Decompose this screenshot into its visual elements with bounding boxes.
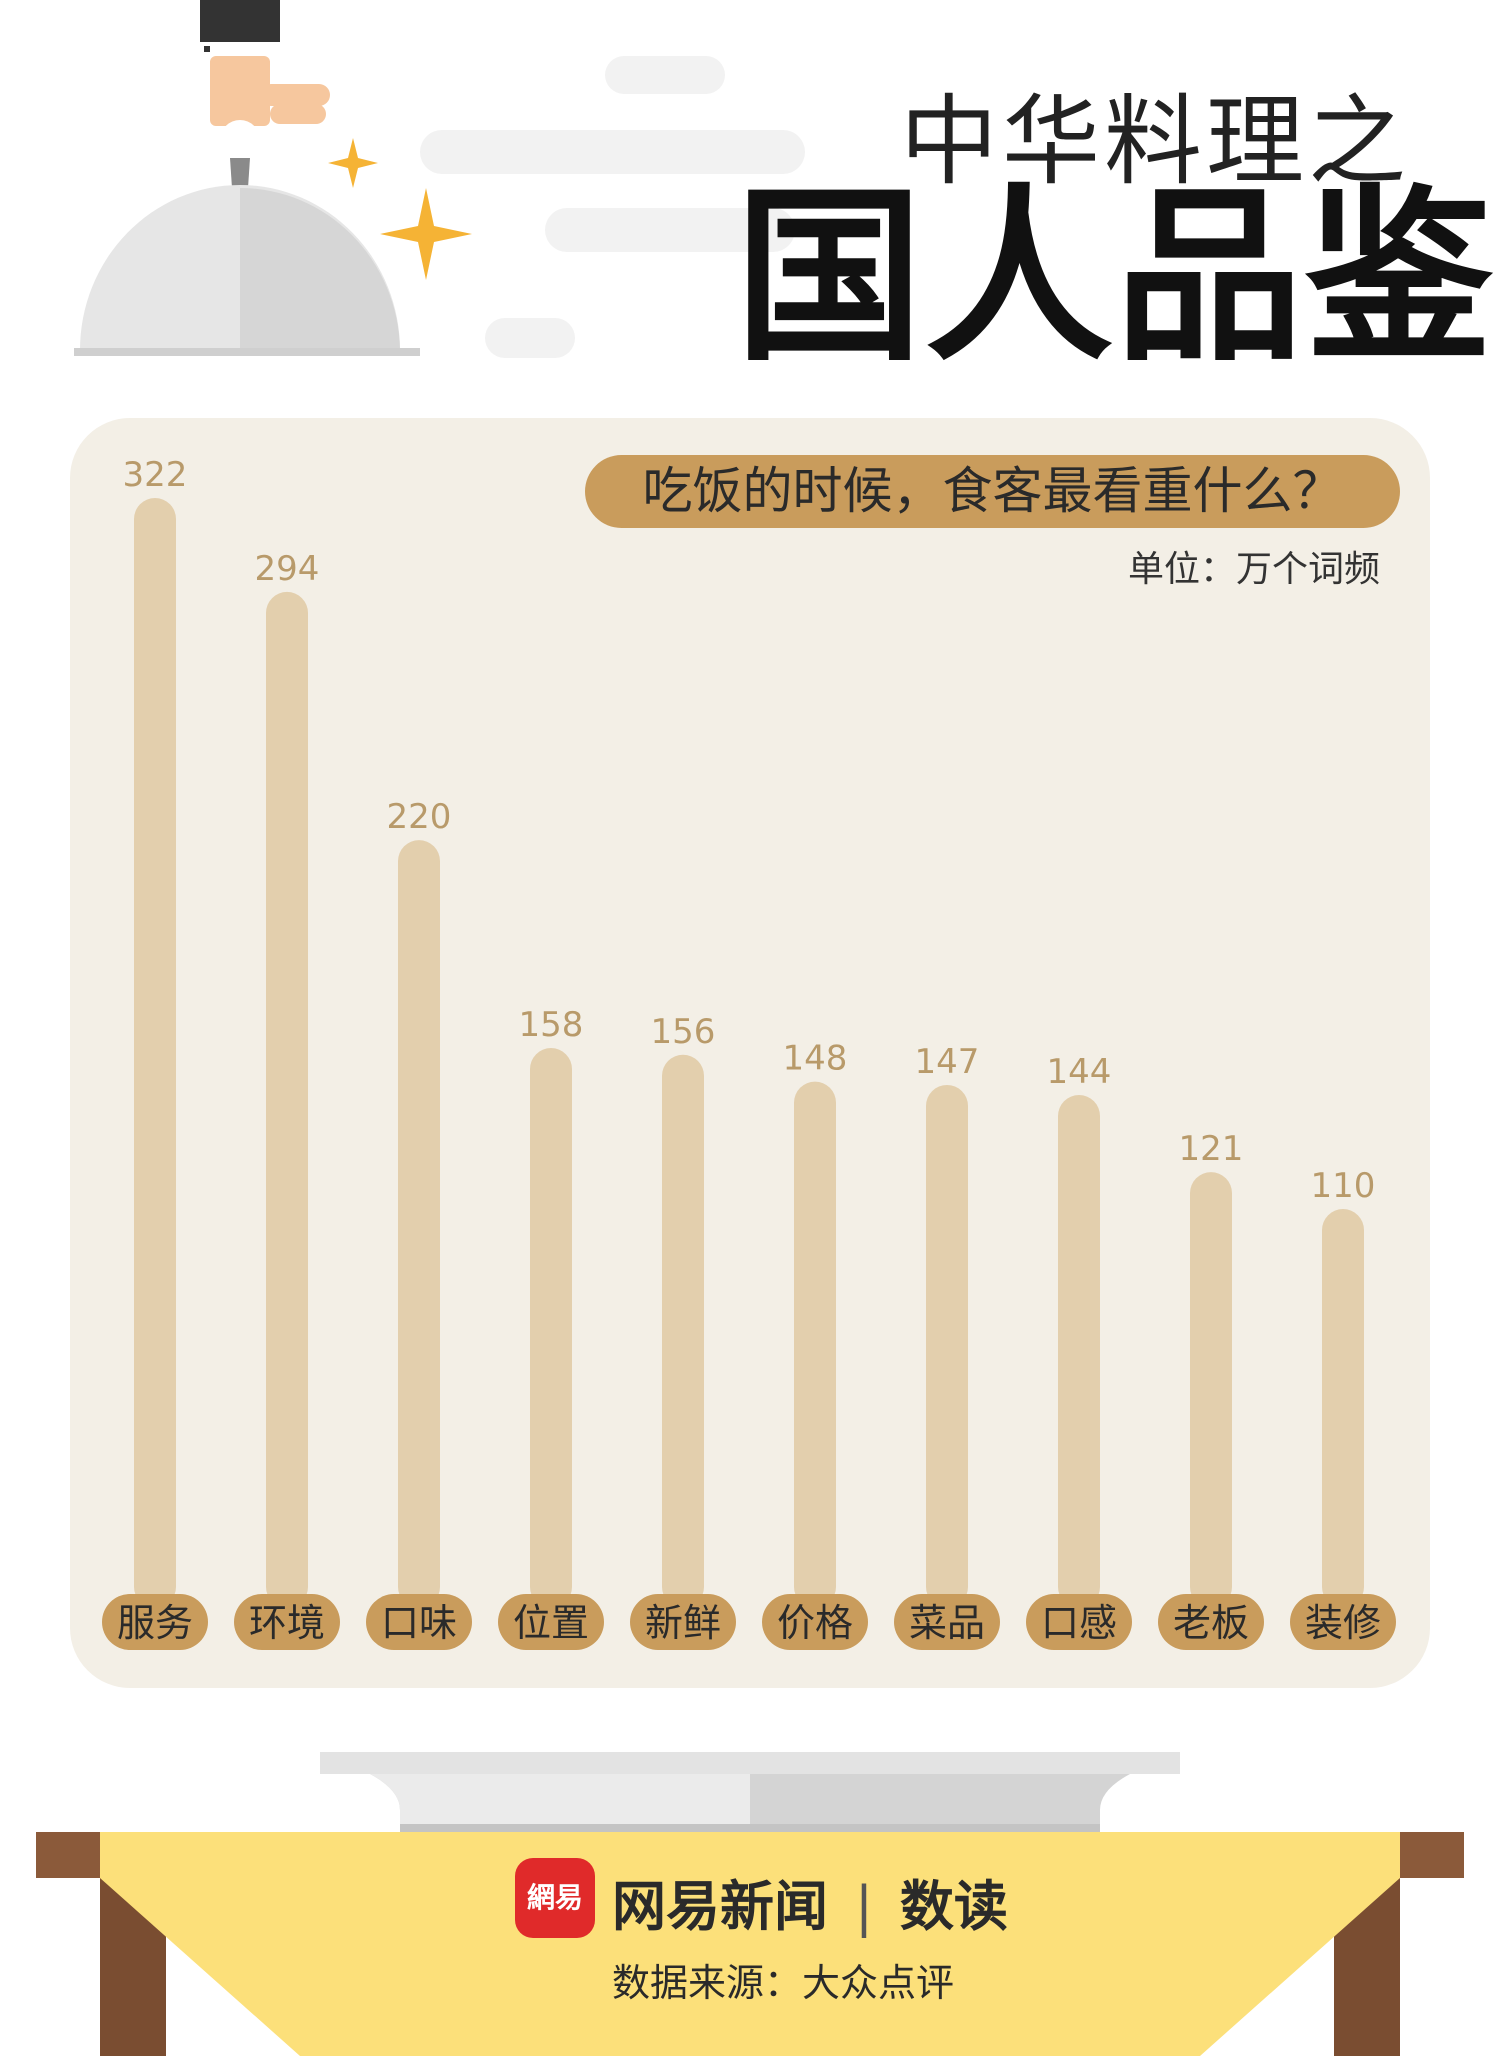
- category-label: 菜品: [909, 1601, 985, 1645]
- logo-text: 網易: [526, 1881, 583, 1914]
- brand-separator: |: [854, 1875, 874, 1938]
- sleeve-icon: [200, 0, 280, 42]
- bar-value-label: 158: [519, 1005, 584, 1045]
- bar: [398, 840, 440, 1608]
- category-pill: [1290, 1594, 1396, 1650]
- cloche-illustration: [74, 0, 472, 356]
- bar: [794, 1081, 836, 1608]
- category-label: 新鲜: [645, 1601, 721, 1645]
- category-pill: [630, 1594, 736, 1650]
- sparkle-icon: [328, 138, 378, 188]
- bar-value-label: 121: [1179, 1129, 1244, 1169]
- cloud: [485, 318, 575, 358]
- bar-value-label: 110: [1311, 1166, 1376, 1206]
- chart-title: 吃饭的时候，食客最看重什么？: [585, 455, 1400, 528]
- category-pill: [1158, 1594, 1264, 1650]
- bar-value-label: 220: [387, 797, 452, 837]
- footer-brand: 网易新闻 | 数读: [612, 1862, 1008, 1941]
- category-pill: [762, 1594, 868, 1650]
- netease-logo-icon: 網易: [515, 1858, 595, 1938]
- category-pill: [498, 1594, 604, 1650]
- product-name: 数读: [899, 1875, 1008, 1938]
- sparkle-icon: [380, 188, 472, 280]
- bar-value-label: 144: [1047, 1052, 1112, 1092]
- category-pill: [366, 1594, 472, 1650]
- bar: [926, 1084, 968, 1608]
- category-pill: [1026, 1594, 1132, 1650]
- data-source: 数据来源：大众点评: [612, 1961, 955, 2005]
- table-cloth-icon: [100, 1832, 1400, 2056]
- plate-rim-icon: [320, 1752, 1180, 1774]
- cloud: [545, 208, 795, 252]
- category-pill: [102, 1594, 208, 1650]
- unit-label: 单位：万个词频: [1127, 549, 1380, 590]
- finger-icon: [260, 84, 330, 106]
- cloche-base-icon: [74, 348, 420, 356]
- category-label: 老板: [1173, 1601, 1249, 1645]
- category-label: 服务: [117, 1601, 193, 1645]
- page-title: 国人品鉴: [735, 168, 1495, 387]
- bar: [530, 1048, 572, 1608]
- knob-icon: [220, 120, 260, 160]
- category-label: 环境: [249, 1601, 325, 1645]
- bar: [662, 1054, 704, 1608]
- category-label: 口感: [1041, 1601, 1117, 1645]
- category-label: 位置: [513, 1601, 589, 1645]
- bar: [1190, 1172, 1232, 1608]
- bar-value-label: 147: [915, 1042, 980, 1082]
- finger-icon: [270, 104, 326, 124]
- bar: [134, 498, 176, 1608]
- bar: [1058, 1095, 1100, 1608]
- bar-chart: 322 服务 294 环境 220 口味 158 位置 156 新鲜 148 价格 147 菜品 144 口感…: [102, 455, 1396, 1650]
- hand-icon: [210, 56, 270, 126]
- category-pill: [234, 1594, 340, 1650]
- cuff-icon: [200, 42, 280, 56]
- category-label: 口味: [381, 1601, 457, 1645]
- bar-value-label: 156: [651, 1012, 716, 1052]
- category-label: 装修: [1305, 1601, 1381, 1645]
- page-subtitle: 中华料理之: [900, 85, 1411, 199]
- bar-value-label: 294: [255, 549, 320, 589]
- category-pill: [894, 1594, 1000, 1650]
- table-illustration: [36, 1752, 1464, 2056]
- bar-value-label: 322: [123, 455, 188, 495]
- bar: [266, 591, 308, 1608]
- bar-value-label: 148: [783, 1039, 848, 1079]
- cloud: [420, 130, 805, 174]
- category-label: 价格: [777, 1601, 853, 1645]
- cloud: [605, 56, 725, 94]
- bar: [1322, 1209, 1364, 1608]
- brand-name: 网易新闻: [612, 1875, 828, 1938]
